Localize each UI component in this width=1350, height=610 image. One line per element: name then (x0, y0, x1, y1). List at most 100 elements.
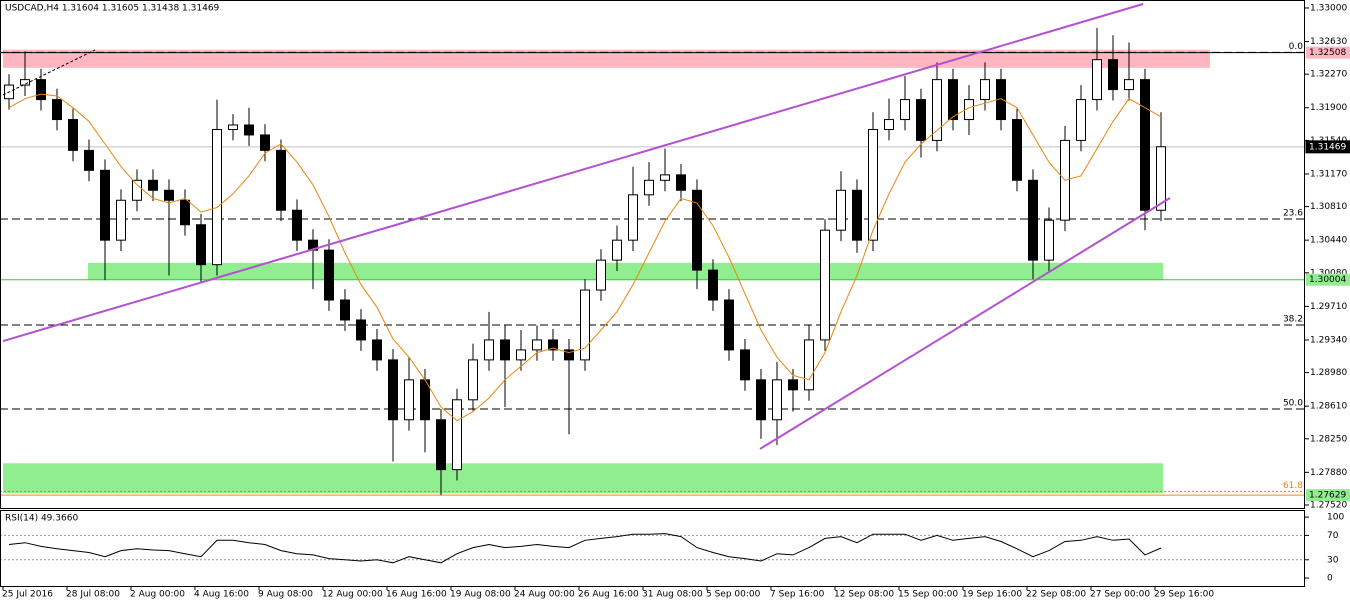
candle-body (404, 379, 414, 421)
candle-body (820, 229, 830, 341)
candle-body (244, 124, 254, 136)
x-tick-label: 26 Aug 16:00 (578, 590, 639, 600)
candle-body (932, 79, 942, 141)
candle-body (580, 289, 590, 361)
y-tick-label: 1.28610 (1310, 402, 1347, 412)
candle-body (84, 149, 94, 171)
candle-body (228, 124, 238, 131)
candle-body (340, 299, 350, 321)
candle-body (276, 149, 286, 211)
y-tick-label: 1.30440 (1310, 236, 1347, 246)
x-tick-label: 19 Aug 08:00 (450, 590, 511, 600)
candle-body (564, 349, 574, 361)
candle-body (948, 79, 958, 121)
y-tick-label: 1.32270 (1310, 70, 1347, 80)
rsi-tick-label: 0 (1327, 574, 1333, 584)
candle-body (436, 419, 446, 471)
candle-body (484, 339, 494, 361)
chart-title: USDCAD,H4 1.31604 1.31605 1.31438 1.3146… (5, 4, 220, 14)
price-box-label: 1.32508 (1309, 48, 1346, 58)
candle-body (164, 189, 174, 201)
candle-body (500, 339, 510, 361)
candle-body (612, 239, 622, 261)
candle-body (1092, 59, 1102, 101)
price-panel: 0.0 23.6 38.2 50.0 61.8 (0, 3, 1305, 496)
y-tick-label: 1.33000 (1310, 3, 1347, 13)
y-tick-label: 1.27520 (1310, 501, 1347, 511)
candle-body (1076, 99, 1086, 141)
y-tick-label: 1.29340 (1310, 335, 1347, 345)
candle-body (1108, 59, 1118, 91)
candle-body (452, 399, 462, 471)
candle-body (1044, 219, 1054, 261)
candle-body (964, 99, 974, 121)
rsi-tick-label: 30 (1327, 555, 1339, 565)
candle-body (884, 119, 894, 131)
trendline (2, 3, 1144, 342)
candle-body (596, 259, 606, 291)
x-tick-label: 27 Sep 00:00 (1090, 590, 1150, 600)
candle-body (900, 99, 910, 121)
x-tick-label: 29 Sep 16:00 (1154, 590, 1214, 600)
candle-body (804, 339, 814, 391)
price-box-label: 1.31469 (1309, 142, 1346, 152)
fib-label: 50.0 (1283, 399, 1303, 409)
y-tick-label: 1.27880 (1310, 468, 1347, 478)
x-tick-label: 15 Sep 00:00 (898, 590, 958, 600)
x-tick-label: 19 Sep 16:00 (962, 590, 1022, 600)
candle-body (1028, 179, 1038, 261)
x-tick-label: 31 Aug 08:00 (642, 590, 703, 600)
zone (88, 262, 1163, 281)
x-tick-label: 5 Sep 00:00 (706, 590, 761, 600)
candle-body (68, 119, 78, 151)
candle-body (356, 319, 366, 341)
fib-label: 61.8 (1283, 481, 1303, 491)
fib-label: 23.6 (1283, 209, 1303, 219)
candle-body (676, 174, 686, 191)
candle-body (788, 379, 798, 391)
candle-body (1124, 79, 1134, 91)
x-tick-label: 24 Aug 00:00 (514, 590, 575, 600)
trendline (2, 49, 96, 96)
candle-body (148, 179, 158, 191)
candle-body (740, 349, 750, 381)
candle-body (628, 194, 638, 241)
candle-body (180, 199, 190, 226)
price-box (1306, 489, 1350, 502)
candle-body (756, 379, 766, 421)
x-tick-label: 9 Aug 08:00 (258, 590, 313, 600)
candle-body (36, 79, 46, 101)
rsi-line (8, 533, 1162, 564)
candle-body (692, 189, 702, 271)
candle-body (916, 99, 926, 141)
candle-body (372, 339, 382, 361)
candle-body (724, 299, 734, 351)
rsi-frame (0, 510, 1305, 587)
candle-body (20, 79, 30, 86)
candle-body (100, 169, 110, 241)
price-box (1306, 46, 1350, 59)
y-tick-label: 1.30080 (1310, 268, 1347, 278)
candle-body (852, 189, 862, 241)
x-tick-label: 2 Aug 00:00 (130, 590, 185, 600)
candle-body (132, 179, 142, 201)
candle-body (1156, 146, 1166, 211)
moving-average (8, 93, 1162, 422)
candle-body (292, 209, 302, 241)
x-tick-label: 25 Jul 2016 (2, 590, 53, 600)
candle-body (516, 349, 526, 361)
rsi-panel (0, 533, 1305, 564)
rsi-title: RSI(14) 49.3660 (5, 514, 78, 524)
y-tick-label: 1.30810 (1310, 202, 1347, 212)
x-tick-label: 28 Jul 08:00 (66, 590, 120, 600)
x-tick-label: 12 Aug 00:00 (322, 590, 383, 600)
fib-label: 38.2 (1283, 314, 1303, 324)
rsi-tick-label: 70 (1327, 531, 1339, 541)
candle-body (468, 359, 478, 401)
price-box-label: 1.30004 (1309, 275, 1346, 285)
x-tick-label: 22 Sep 08:00 (1026, 590, 1086, 600)
candle-body (1140, 79, 1150, 211)
candle-body (772, 379, 782, 421)
